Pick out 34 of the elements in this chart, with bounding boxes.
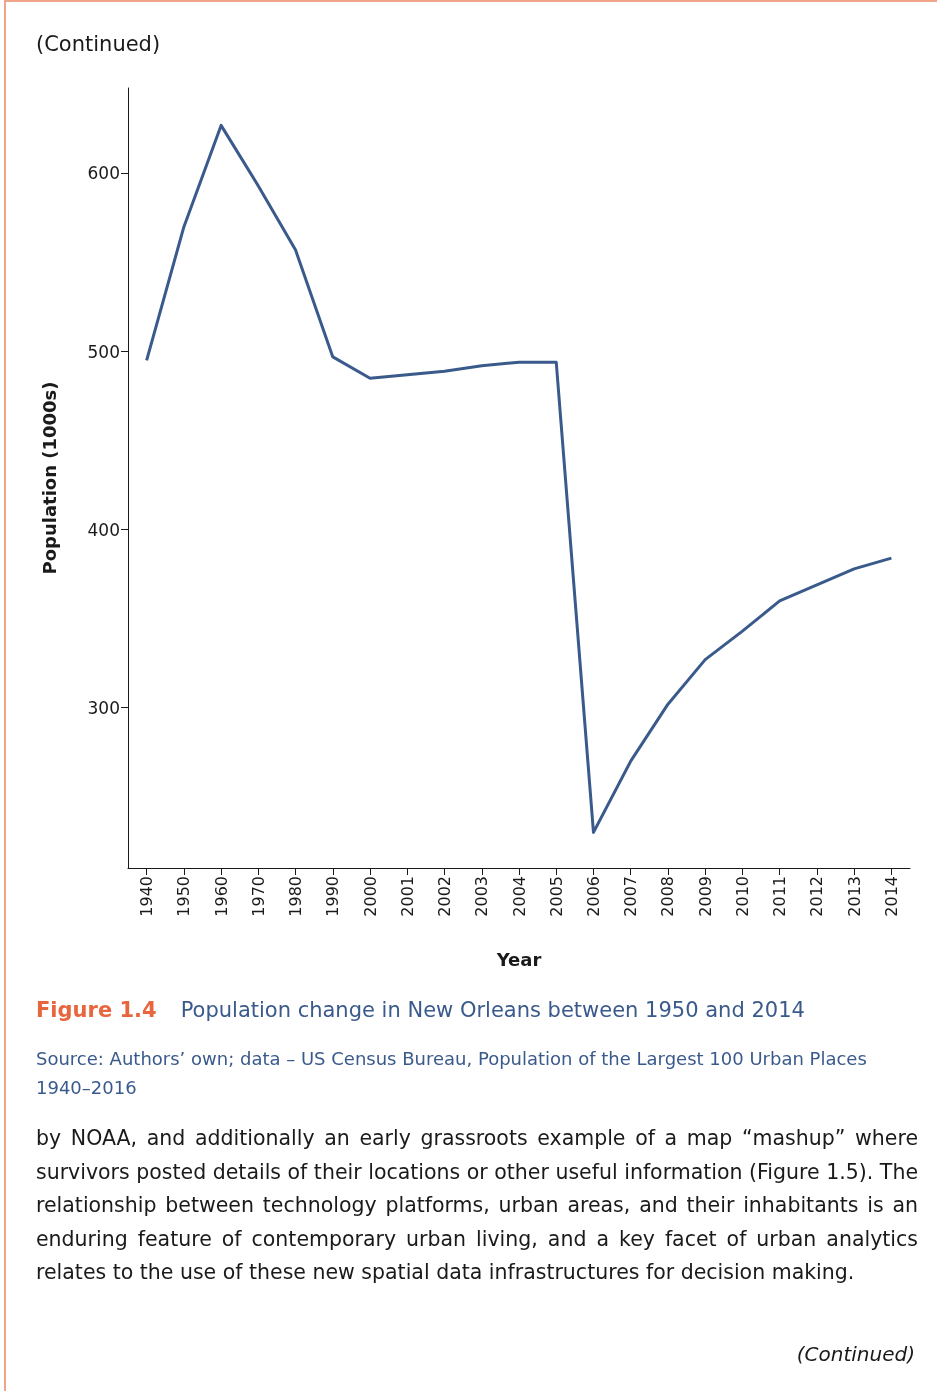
y-tick-label: 300 — [87, 697, 120, 718]
x-tick-label: 2001 — [397, 876, 417, 917]
text: Figure 1.4 — [36, 998, 157, 1022]
y-axis-title: Population (1000s) — [38, 381, 60, 575]
line-series — [145, 123, 893, 834]
text: (Continued) — [36, 32, 161, 56]
x-tick-label: 2006 — [583, 876, 603, 917]
y-tick-label: 400 — [87, 519, 120, 540]
x-tick-label: 2004 — [509, 876, 529, 917]
x-tick-label: 2013 — [844, 876, 864, 917]
x-axis-title: Year — [495, 948, 542, 970]
x-tick-label: 2010 — [732, 876, 752, 917]
x-tick-label: 2007 — [621, 876, 641, 917]
x-tick-label: 2005 — [546, 876, 566, 917]
x-tick-label: 1940 — [137, 876, 157, 917]
y-tick-label: 500 — [87, 341, 120, 362]
x-tick-label: 2002 — [435, 876, 455, 917]
x-tick-label: 2011 — [770, 876, 790, 917]
x-tick-label: 2003 — [472, 876, 492, 917]
x-tick-label: 1950 — [174, 876, 194, 917]
y-tick-label: 600 — [87, 163, 120, 184]
x-tick-label: 1970 — [248, 876, 268, 917]
text: (Continued) — [796, 1342, 915, 1366]
x-tick-label: 2008 — [658, 876, 678, 917]
x-tick-label: 2014 — [881, 876, 901, 917]
x-tick-label: 2009 — [695, 876, 715, 917]
text: by NOAA, and additionally an early grassroots example of a map “mashup” where survivors posted details of their locations or other useful information (Figure 1.5). The relationship between technology platforms, urban areas, and their inhabitants is an enduring feature of contemporary urban living, and a key facet of urban analytics relates to the use of these new spatial data infrastructures for decision making. — [36, 1125, 918, 1286]
x-tick-label: 1960 — [211, 876, 231, 917]
x-tick-label: 2000 — [360, 876, 380, 917]
source-note: Source: Authors’ own; data – US Census Bureau, Population of the Largest 100 Urban Places 1940–2016 — [36, 1047, 868, 1100]
x-tick-label: 2012 — [807, 876, 827, 917]
text: Population change in New Orleans between 1950 and 2014 — [180, 998, 805, 1022]
x-tick-label: 1990 — [323, 876, 343, 917]
x-tick-label: 1980 — [286, 876, 306, 917]
